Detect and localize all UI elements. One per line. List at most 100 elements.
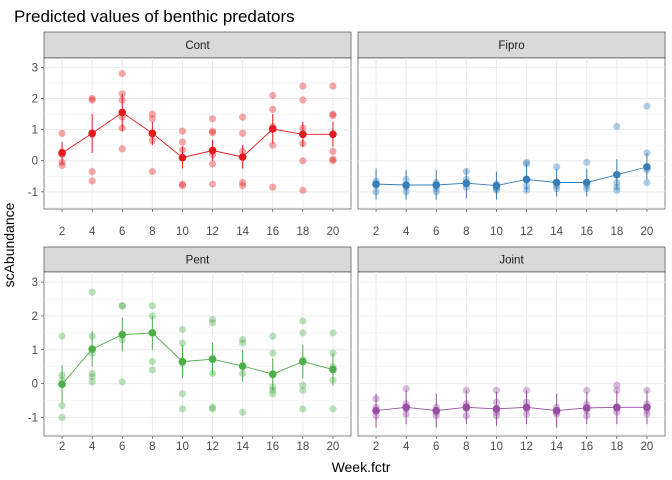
predicted-point-joint [492,405,501,413]
predicted-point-joint [613,403,621,412]
predicted-point-fipro [372,180,380,188]
observed-point-fipro [553,163,561,171]
observed-point-pent [148,358,156,366]
observed-point-fipro [583,158,591,166]
x-tick-label: 14 [236,441,249,453]
observed-point-joint [613,381,621,389]
x-tick-label: 14 [550,441,563,453]
predicted-point-fipro [402,181,410,189]
observed-point-pent [88,369,96,378]
strip-label-pent: Pent [186,255,210,267]
predicted-point-cont [178,153,187,162]
observed-point-cont [239,182,247,190]
observed-point-pent [178,405,187,413]
observed-point-fipro [613,186,621,194]
predicted-point-cont [238,153,247,161]
predicted-point-cont [118,108,127,117]
prediction-line-fipro [376,166,648,187]
observed-point-cont [329,147,337,156]
observed-point-joint [492,386,501,394]
x-tick-label: 10 [490,441,503,453]
observed-point-joint [402,385,410,393]
predicted-point-pent [178,357,187,366]
observed-point-pent [208,315,217,323]
x-tick-label: 2 [373,441,379,453]
x-tick-label: 6 [119,226,125,238]
observed-point-cont [269,183,277,191]
strip-cont [43,31,352,59]
observed-point-cont [148,168,156,176]
observed-point-pent [118,378,126,386]
observed-point-pent [299,405,307,413]
observed-point-cont [148,115,156,123]
y-tick-label: 3 [32,62,38,74]
prediction-line-cont [61,111,333,159]
x-tick-label: 12 [520,441,533,453]
observed-point-cont [329,155,337,163]
observed-point-cont [329,82,337,90]
y-tick-label: 3 [32,277,38,289]
y-tick-label: 1 [32,125,38,137]
observed-point-cont [88,94,96,103]
observed-point-pent [299,317,307,325]
observed-point-pent [269,390,277,398]
strip-fipro [357,31,666,59]
x-tick-label: 20 [641,441,654,453]
strip-label-fipro: Fipro [498,40,524,52]
predicted-point-pent [299,357,307,366]
observed-point-pent [88,373,96,381]
y-axis-title: scAbundance [1,202,17,287]
predicted-point-joint [643,403,651,412]
prediction-line-pent [61,332,334,385]
y-tick-label: -1 [28,187,38,199]
observed-point-pent [58,413,66,422]
y-tick-label: 0 [32,379,38,391]
observed-point-pent [239,339,247,347]
observed-point-pent [208,319,217,327]
observed-point-joint [583,386,591,394]
predicted-point-fipro [432,181,441,189]
observed-point-pent [178,325,187,334]
observed-point-cont [329,110,337,118]
observed-point-pent [178,390,187,398]
observed-point-pent [208,405,217,413]
x-tick-label: 12 [520,226,533,238]
predicted-point-cont [268,125,277,133]
x-tick-label: 2 [59,441,65,453]
observed-point-cont [239,178,247,187]
predicted-point-joint [522,403,531,412]
predicted-point-fipro [492,181,501,190]
observed-point-pent [58,401,66,410]
observed-point-cont [58,129,66,137]
observed-point-pent [58,332,66,340]
x-tick-label: 6 [119,441,125,453]
x-tick-label: 4 [89,441,96,453]
x-tick-label: 2 [59,226,65,238]
x-tick-label: 20 [641,226,654,238]
x-tick-label: 6 [433,226,439,238]
x-tick-label: 8 [149,441,155,453]
observed-point-pent [148,302,156,310]
predicted-point-joint [582,404,591,412]
x-tick-label: 16 [580,441,593,453]
observed-point-pent [329,405,337,413]
x-tick-label: 6 [433,441,439,453]
observed-point-cont [329,111,337,120]
observed-point-pent [148,366,156,374]
observed-point-fipro [613,122,621,131]
observed-point-pent [88,378,96,386]
predicted-point-fipro [522,175,531,184]
observed-point-cont [118,69,126,78]
predicted-point-joint [372,406,380,415]
predicted-point-fipro [582,178,591,187]
observed-point-pent [118,302,126,310]
strip-label-joint: Joint [499,255,524,267]
x-tick-label: 8 [463,441,469,453]
predicted-point-joint [432,406,441,415]
x-tick-label: 12 [206,226,219,238]
observed-point-cont [208,180,217,188]
observed-point-pent [239,408,247,416]
observed-point-fipro [643,102,651,110]
